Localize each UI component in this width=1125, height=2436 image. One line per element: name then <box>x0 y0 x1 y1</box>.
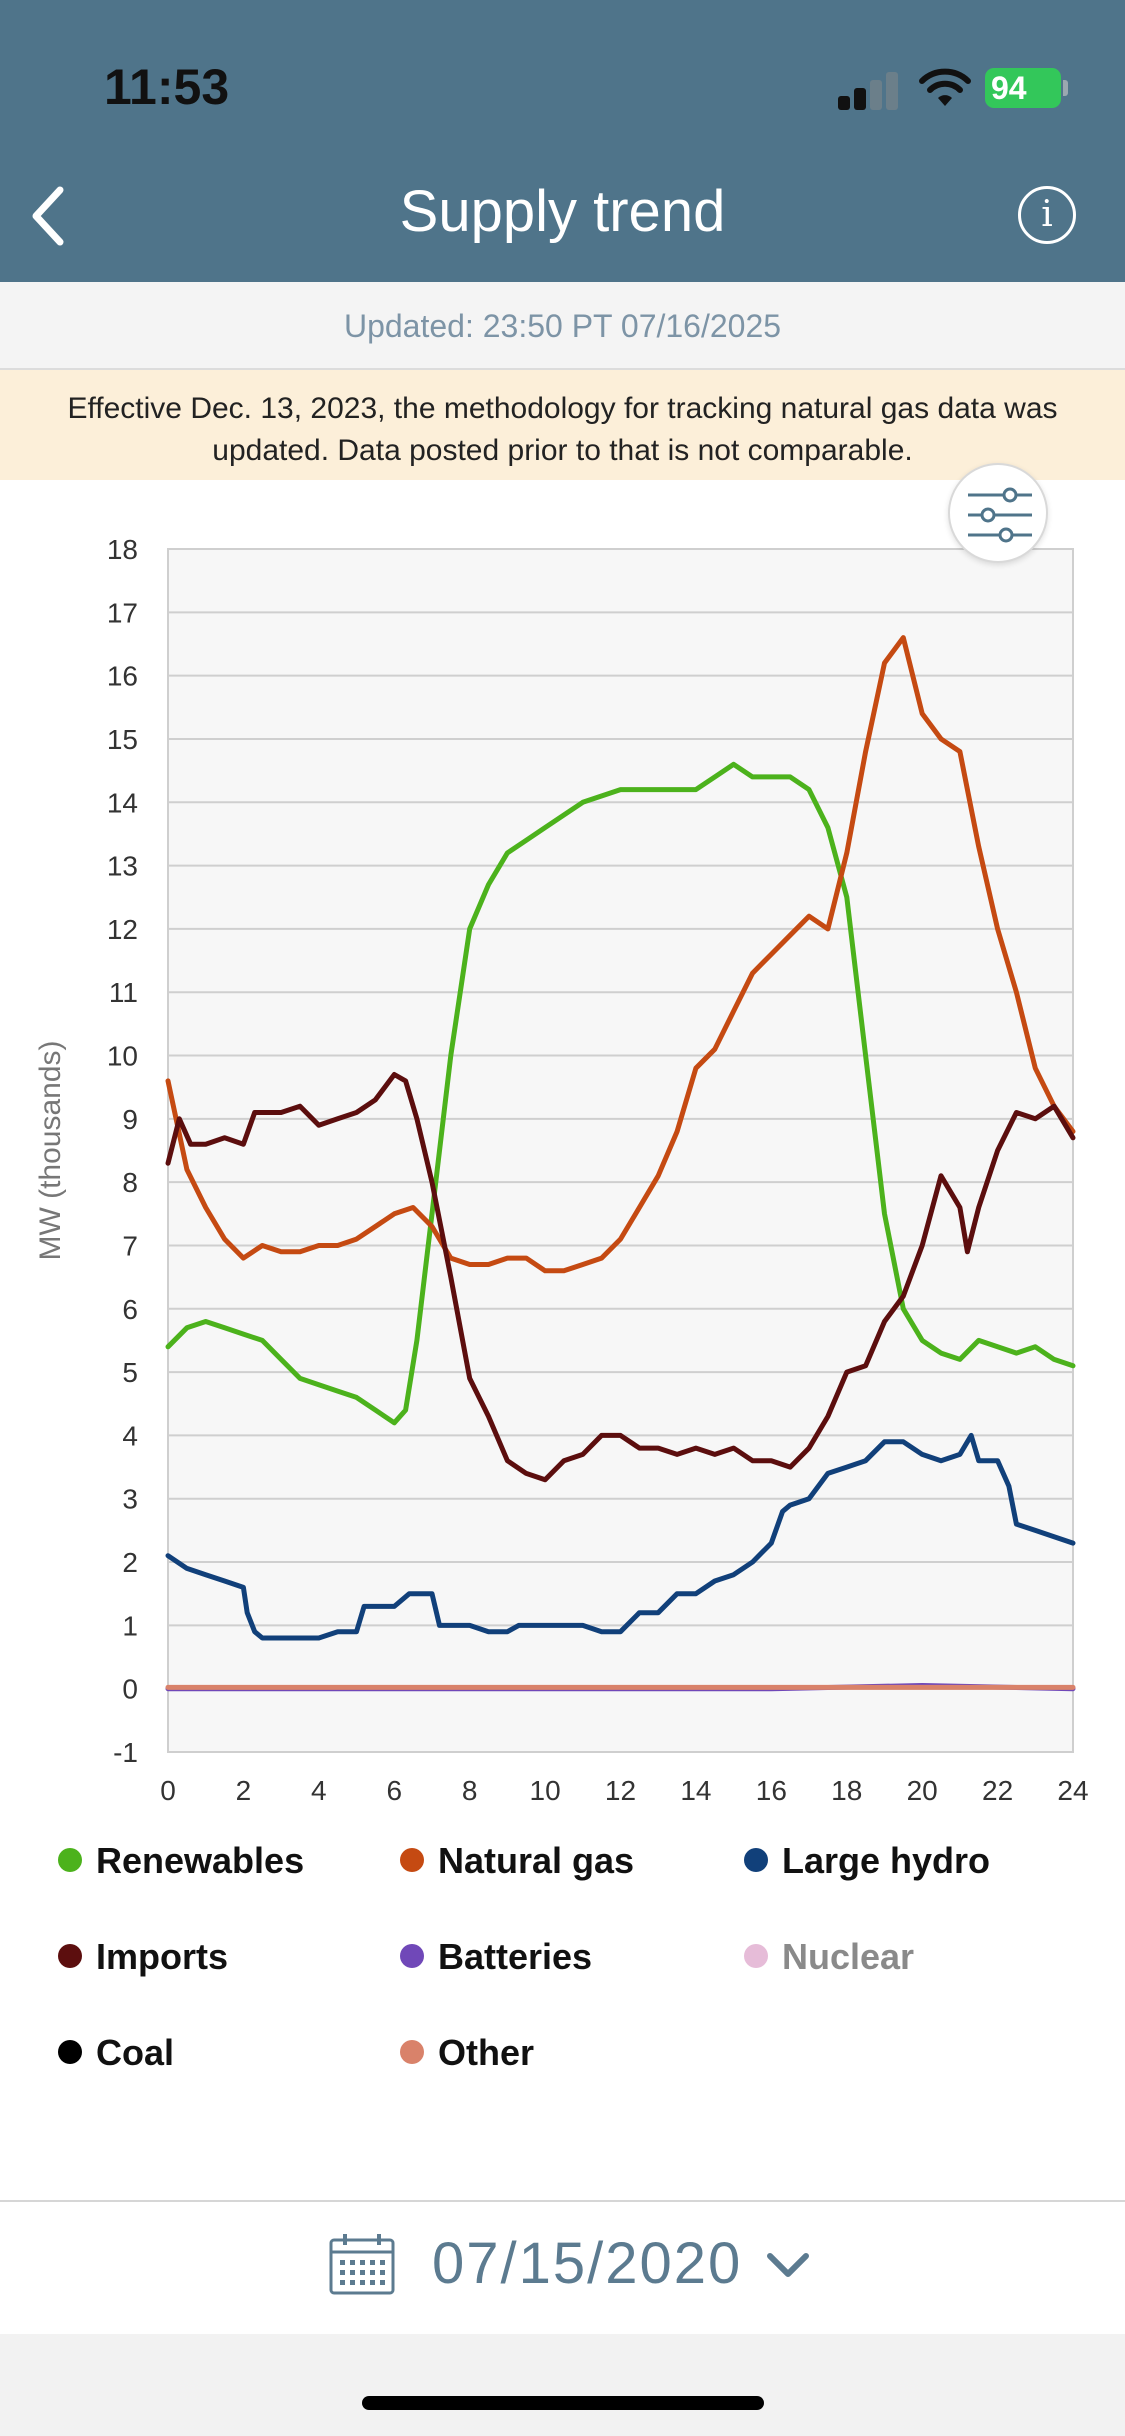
legend-dot <box>58 2040 82 2065</box>
plot-area <box>167 548 1074 1753</box>
legend-dot <box>400 1848 424 1873</box>
x-tick-label: 18 <box>831 1775 862 1806</box>
filter-button[interactable] <box>948 463 1048 563</box>
wifi-icon <box>919 68 971 106</box>
y-tick-label: 17 <box>107 597 138 628</box>
divider <box>0 2200 1125 2202</box>
series-line-large-hydro <box>165 1432 1076 1641</box>
date-selector[interactable]: 07/15/2020 <box>0 2202 1125 2334</box>
y-tick-label: 14 <box>107 787 138 818</box>
battery-indicator: 94 <box>985 68 1061 108</box>
x-tick-label: 12 <box>605 1775 636 1806</box>
legend-item-renewables[interactable]: Renewables <box>58 1840 304 1882</box>
calendar-icon <box>329 2234 395 2295</box>
updated-timestamp: Updated: 23:50 PT 07/16/2025 <box>0 282 1125 370</box>
y-tick-label: 11 <box>109 977 138 1008</box>
y-tick-label: 13 <box>107 851 138 882</box>
x-tick-label: 2 <box>236 1775 252 1806</box>
back-button[interactable] <box>20 180 80 252</box>
y-tick-label: 5 <box>122 1357 138 1388</box>
selected-date: 07/15/2020 <box>432 2231 743 2296</box>
y-tick-label: 9 <box>122 1104 138 1135</box>
status-time: 11:53 <box>104 59 230 115</box>
series-line-renewables <box>165 761 1076 1426</box>
x-tick-label: 24 <box>1057 1775 1088 1806</box>
x-tick-label: 0 <box>160 1775 176 1806</box>
page-title: Supply trend <box>399 179 726 244</box>
series-line-natural-gas <box>165 635 1076 1274</box>
chevron-down-icon <box>767 2253 809 2277</box>
home-indicator <box>362 2396 764 2410</box>
legend-item-large-hydro[interactable]: Large hydro <box>744 1840 990 1882</box>
legend-dot <box>744 1944 768 1969</box>
legend-dot <box>400 1944 424 1969</box>
x-tick-label: 16 <box>756 1775 787 1806</box>
x-tick-label: 8 <box>462 1775 478 1806</box>
legend-dot <box>744 1848 768 1873</box>
legend-item-natural-gas[interactable]: Natural gas <box>400 1840 634 1882</box>
cellular-signal-icon <box>838 70 900 110</box>
methodology-notice: Effective Dec. 13, 2023, the methodology… <box>0 370 1125 480</box>
legend-dot <box>58 1944 82 1969</box>
y-tick-label: 0 <box>122 1674 138 1705</box>
sliders-icon <box>968 487 1032 543</box>
y-tick-label: 12 <box>107 914 138 945</box>
y-tick-label: 8 <box>122 1167 138 1198</box>
y-tick-label: 15 <box>107 724 138 755</box>
x-tick-label: 22 <box>982 1775 1013 1806</box>
legend-dot <box>58 1848 82 1873</box>
legend-item-other[interactable]: Other <box>400 2032 534 2074</box>
y-tick-label: 18 <box>107 534 138 565</box>
y-tick-label: -1 <box>113 1737 138 1768</box>
app-header: 11:53 94 Supply trend i <box>0 0 1125 282</box>
legend-item-nuclear[interactable]: Nuclear <box>744 1936 914 1978</box>
y-tick-label: 2 <box>122 1547 138 1578</box>
y-tick-label: 3 <box>122 1484 138 1515</box>
x-tick-label: 4 <box>311 1775 327 1806</box>
y-tick-label: 1 <box>122 1610 138 1641</box>
y-tick-label: 7 <box>122 1230 138 1261</box>
series-line-imports <box>165 1072 1076 1483</box>
battery-cap-icon <box>1063 80 1068 96</box>
x-tick-label: 10 <box>530 1775 561 1806</box>
info-button[interactable]: i <box>1018 186 1076 244</box>
y-tick-label: 4 <box>122 1420 138 1451</box>
legend-item-coal[interactable]: Coal <box>58 2032 174 2074</box>
x-tick-label: 14 <box>680 1775 711 1806</box>
y-tick-label: 6 <box>122 1294 138 1325</box>
y-tick-label: 16 <box>107 661 138 692</box>
legend-item-batteries[interactable]: Batteries <box>400 1936 592 1978</box>
x-tick-label: 20 <box>907 1775 938 1806</box>
y-axis-label: MW (thousands) <box>34 1040 67 1260</box>
x-tick-label: 6 <box>386 1775 402 1806</box>
y-tick-label: 10 <box>107 1041 138 1072</box>
legend-item-imports[interactable]: Imports <box>58 1936 228 1978</box>
legend-dot <box>400 2040 424 2065</box>
